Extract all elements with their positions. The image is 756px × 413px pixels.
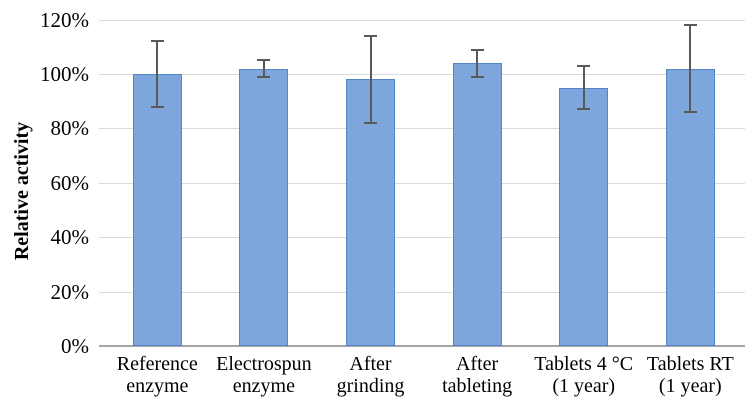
gridline — [99, 291, 745, 293]
error-bar-cap-bottom — [470, 75, 484, 78]
error-bar-line — [582, 65, 585, 110]
error-bar-cap-bottom — [577, 108, 591, 111]
gridline — [99, 182, 745, 184]
y-tick-label: 40% — [50, 225, 90, 250]
error-bar-cap-top — [257, 59, 271, 62]
x-axis-line — [99, 345, 745, 347]
x-category-label: Reference enzyme — [116, 353, 198, 397]
error-bar-cap-top — [364, 34, 377, 37]
x-category-label: After grinding — [336, 353, 405, 397]
x-category-label: Electrospun enzyme — [216, 353, 312, 397]
bar — [665, 68, 715, 346]
y-tick-label: 120% — [40, 7, 89, 32]
error-bar-line — [689, 25, 692, 113]
y-tick-label: 0% — [61, 334, 89, 358]
error-bar-cap-top — [683, 24, 697, 27]
bar — [132, 74, 182, 346]
error-bar-cap-bottom — [364, 121, 377, 124]
y-tick-label: 100% — [40, 62, 89, 86]
error-bar-line — [262, 60, 265, 77]
error-bar-line — [369, 35, 372, 123]
error-bar-cap-bottom — [150, 105, 164, 108]
error-bar-cap-bottom — [257, 75, 271, 78]
x-category-label: Tablets 4 °C (1 year) — [534, 353, 634, 397]
x-category-label: Tablets RT (1 year) — [646, 353, 734, 397]
y-tick-label: 80% — [50, 116, 90, 141]
bar — [452, 63, 502, 346]
bar — [239, 68, 289, 346]
bar — [559, 87, 609, 346]
x-category-label: After tableting — [442, 353, 513, 397]
gridline — [99, 128, 745, 130]
gridline — [99, 237, 745, 239]
y-tick-label: 20% — [50, 279, 90, 304]
error-bar-cap-bottom — [683, 111, 697, 114]
y-tick-label: 60% — [50, 170, 90, 195]
gridline — [99, 74, 745, 75]
error-bar-cap-top — [470, 48, 484, 51]
error-bar-cap-top — [150, 40, 164, 43]
error-bar-cap-top — [577, 64, 591, 67]
error-bar-line — [476, 49, 479, 77]
gridline — [99, 19, 745, 21]
error-bar-line — [156, 41, 159, 107]
